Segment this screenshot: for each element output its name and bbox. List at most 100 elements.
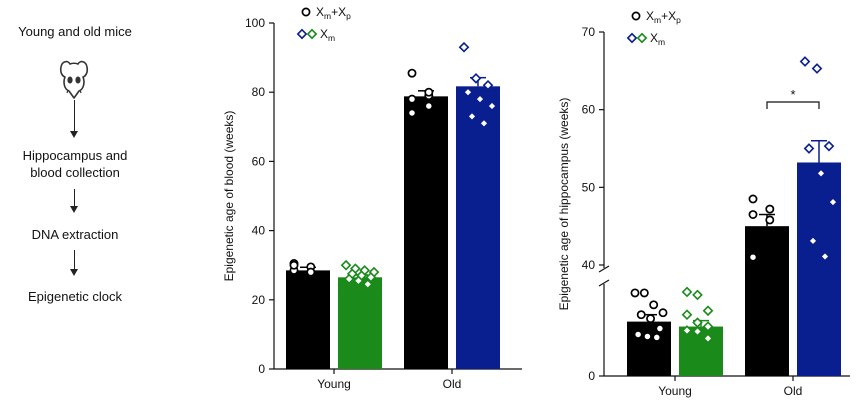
data-point — [748, 252, 758, 262]
y-tick-label: 60 — [252, 154, 266, 168]
data-point — [765, 215, 775, 225]
x-tick-label-old: Old — [443, 377, 462, 391]
data-point — [765, 204, 775, 214]
data-point — [424, 101, 434, 111]
data-point — [466, 111, 478, 122]
data-point — [474, 93, 486, 105]
mouse-head-icon — [59, 60, 89, 99]
legend-circle-xmxp — [631, 11, 641, 21]
x-tick-label-young: Young — [658, 384, 692, 398]
data-point — [407, 68, 417, 78]
legend-diamond-blue — [626, 32, 638, 44]
data-point — [486, 100, 498, 112]
data-point — [681, 286, 693, 298]
data-point — [702, 333, 714, 344]
significance-bracket — [766, 101, 820, 109]
data-point — [365, 271, 377, 283]
y-tick-label: 100 — [245, 16, 265, 30]
data-point — [803, 143, 815, 154]
bar-blood-old-xm — [456, 86, 500, 370]
data-point — [289, 260, 299, 270]
data-point — [636, 310, 646, 320]
data-point — [478, 118, 490, 129]
flow-step-epigenetic-clock: Epigenetic clock — [28, 289, 122, 304]
flow-arrow-2 — [70, 189, 78, 213]
legend-label-xmxp: Xm+Xp — [316, 5, 351, 21]
legend-label-xm: Xm — [320, 27, 335, 43]
data-point — [633, 330, 643, 339]
bar-blood-young-xmxp — [286, 270, 330, 369]
data-point — [458, 41, 470, 53]
y-tick-label: 50 — [582, 180, 596, 194]
data-point — [681, 325, 693, 336]
y-tick-label: 40 — [582, 258, 596, 272]
data-point — [807, 235, 819, 247]
bar-blood-old-xmxp — [404, 96, 448, 370]
data-point — [658, 308, 668, 318]
significance-star: * — [790, 87, 795, 102]
legend-label-xm: Xm — [650, 31, 665, 47]
flow-arrow-3 — [70, 250, 78, 276]
legend-label-xmxp-part-2: +X — [661, 9, 676, 23]
data-point — [652, 332, 662, 342]
data-point — [681, 309, 693, 321]
y-tick-label: 80 — [252, 85, 266, 99]
y-tick-label: 0 — [588, 369, 595, 383]
legend-diamond-blue — [296, 28, 308, 40]
data-point — [642, 331, 652, 341]
blood-age-chart: 0 20 40 60 80 100 Epigenetic age of blood (wee… — [222, 5, 522, 391]
workflow-flowchart: Young and old mice Hippocampus and blood… — [0, 0, 150, 405]
bar-hippocampus-old-xmxp — [745, 226, 789, 376]
axis-break-mark — [598, 279, 610, 287]
data-point — [630, 288, 640, 298]
data-point — [482, 79, 494, 91]
flow-step-collection: Hippocampus and blood collection — [22, 148, 128, 180]
y-tick-label: 0 — [258, 362, 265, 376]
data-point — [306, 267, 316, 277]
data-point — [343, 273, 355, 285]
data-point — [748, 210, 758, 219]
legend-label-xmxp-part-2: +X — [331, 5, 346, 19]
legend-label-xmxp-part-1: m — [654, 15, 661, 25]
data-point — [702, 305, 714, 317]
data-point — [407, 94, 417, 104]
data-point — [692, 326, 703, 337]
flow-step-mice: Young and old mice — [18, 24, 132, 39]
legend-label-xm-part-1: m — [658, 37, 665, 47]
data-point — [353, 275, 364, 287]
bar-hippocampus-young-xmxp — [627, 321, 671, 376]
data-point — [799, 56, 811, 67]
flow-arrow-1 — [70, 100, 78, 138]
y-tick-label: 40 — [252, 224, 266, 238]
legend-label-xmxp-part-3: p — [676, 15, 681, 25]
y-axis-label: Epigenetic age of hippocampus (weeks) — [557, 98, 571, 311]
y-tick-label: 70 — [582, 25, 596, 39]
legend-label-xmxp-part-0: X — [646, 9, 654, 23]
x-tick-label-old: Old — [784, 384, 803, 398]
legend-label-xm-part-1: m — [328, 33, 335, 43]
data-point — [462, 86, 474, 98]
data-point — [811, 63, 823, 74]
data-point — [655, 324, 665, 333]
data-point — [646, 314, 656, 324]
legend-diamond-green — [636, 32, 648, 44]
legend-label-xmxp-part-3: p — [346, 11, 351, 21]
legend-label-xmxp-part-1: m — [324, 11, 331, 21]
y-tick-label: 60 — [582, 103, 596, 117]
data-point — [823, 140, 835, 152]
data-point — [639, 288, 649, 298]
legend-label-xmxp: Xm+Xp — [646, 9, 681, 25]
data-point — [362, 278, 374, 290]
data-point — [470, 73, 482, 84]
legend-circle-xmxp — [301, 7, 311, 17]
data-point — [827, 196, 839, 208]
data-point — [340, 259, 352, 271]
flow-step-dna-extraction: DNA extraction — [31, 227, 119, 242]
legend-diamond-green — [306, 28, 318, 40]
y-tick-label: 20 — [252, 293, 266, 307]
bar-hippocampus-old-xm — [797, 162, 841, 376]
legend-label-xm-part-0: X — [650, 31, 658, 45]
data-point — [424, 87, 434, 97]
data-point — [815, 168, 827, 179]
data-point — [702, 321, 714, 332]
